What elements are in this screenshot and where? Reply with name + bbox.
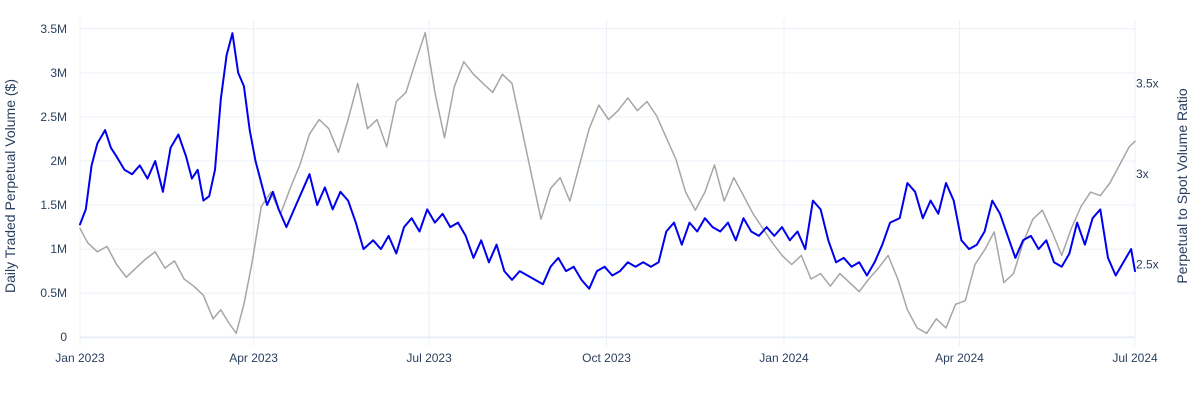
y-axis-right: 2.5x 3x 3.5x xyxy=(1136,76,1159,271)
plot-area xyxy=(79,31,1136,335)
y-axis-left-title: Daily Traded Perpetual Volume ($) xyxy=(2,79,18,293)
y-right-tick-label: 2.5x xyxy=(1136,258,1159,272)
x-tick-label: Apr 2024 xyxy=(935,351,984,365)
volume-series-line xyxy=(79,32,1136,290)
y-left-tick-label: 0 xyxy=(60,330,67,344)
x-tick-label: Apr 2023 xyxy=(229,351,278,365)
x-tick-label: Jul 2024 xyxy=(1112,351,1158,365)
y-left-tick-label: 0.5M xyxy=(40,286,67,300)
y-left-tick-label: 2M xyxy=(50,154,67,168)
x-tick-label: Jan 2023 xyxy=(55,351,105,365)
x-tick-label: Oct 2023 xyxy=(582,351,631,365)
x-axis: Jan 2023 Apr 2023 Jul 2023 Oct 2023 Jan 2024… xyxy=(55,351,1158,365)
y-right-tick-label: 3x xyxy=(1136,167,1149,181)
y-axis-left: 0 0.5M 1M 1.5M 2M 2.5M 3M 3.5M xyxy=(40,22,67,344)
x-tick-label: Jul 2023 xyxy=(406,351,452,365)
y-left-tick-label: 1M xyxy=(50,242,67,256)
x-tick-label: Jan 2024 xyxy=(759,351,809,365)
ratio-series-line xyxy=(79,31,1136,335)
y-axis-right-title: Perpetual to Spot Volume Ratio xyxy=(1174,88,1190,284)
y-left-tick-label: 3M xyxy=(50,66,67,80)
y-left-tick-label: 1.5M xyxy=(40,198,67,212)
y-right-tick-label: 3.5x xyxy=(1136,76,1159,90)
y-left-tick-label: 2.5M xyxy=(40,110,67,124)
y-left-tick-label: 3.5M xyxy=(40,22,67,36)
